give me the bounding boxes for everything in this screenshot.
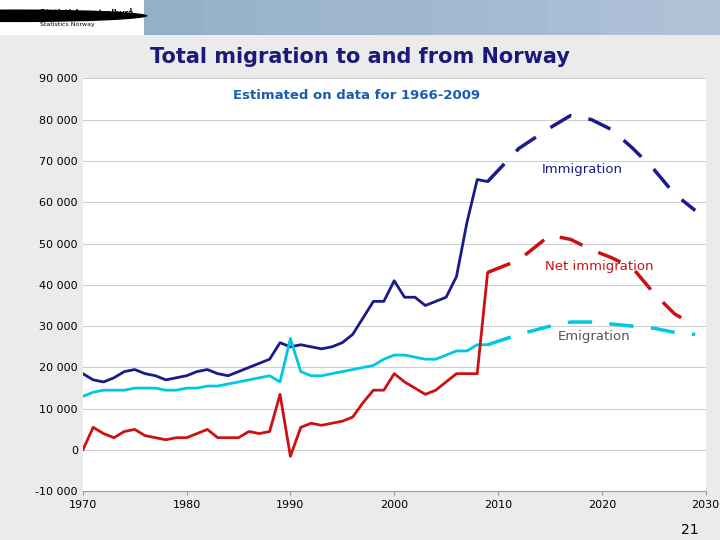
Text: Statistics Norway: Statistics Norway <box>40 22 94 27</box>
FancyBboxPatch shape <box>0 0 144 35</box>
Bar <box>259 0 317 35</box>
Text: Net immigration: Net immigration <box>545 260 653 273</box>
Text: Statistisk sentralbyrå: Statistisk sentralbyrå <box>40 8 133 18</box>
Bar <box>432 0 490 35</box>
Bar <box>317 0 374 35</box>
Circle shape <box>0 10 148 22</box>
Bar <box>605 0 662 35</box>
Text: Immigration: Immigration <box>541 163 623 176</box>
Bar <box>662 0 720 35</box>
Bar <box>202 0 259 35</box>
Text: Estimated on data for 1966-2009: Estimated on data for 1966-2009 <box>233 89 480 102</box>
Bar <box>490 0 547 35</box>
Bar <box>547 0 605 35</box>
Text: 21: 21 <box>681 523 698 537</box>
Text: Total migration to and from Norway: Total migration to and from Norway <box>150 46 570 67</box>
Text: Emigration: Emigration <box>558 330 631 343</box>
Bar <box>374 0 432 35</box>
Bar <box>144 0 202 35</box>
